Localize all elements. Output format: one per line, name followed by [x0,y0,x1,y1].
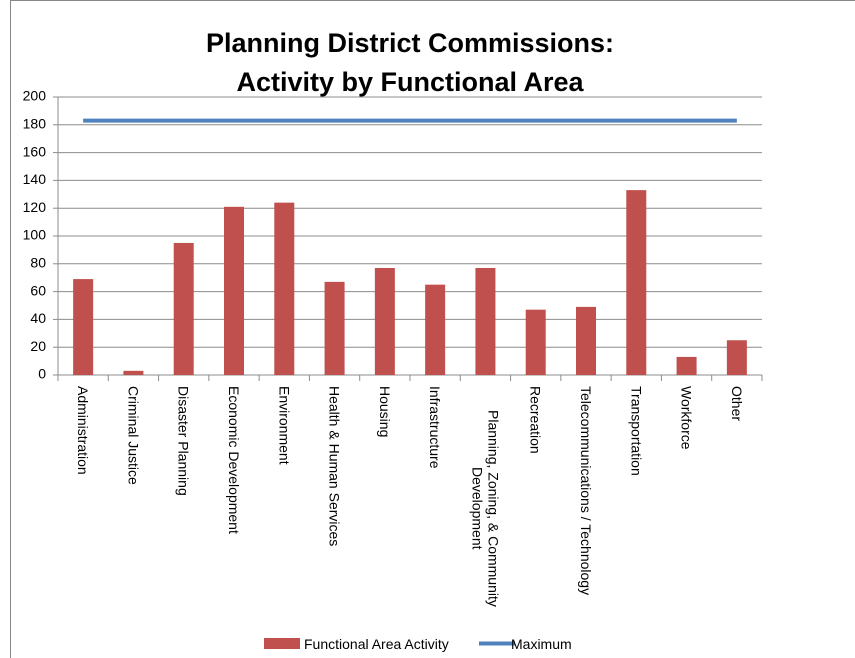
x-tick-label: Transportation [628,386,645,476]
y-tick-label: 200 [23,88,47,104]
bar [224,206,244,375]
bar [726,340,747,375]
bar [73,279,94,375]
bar [274,202,295,375]
bar [425,284,446,375]
y-tick-label: 160 [23,143,47,159]
bar [475,267,496,375]
legend-label: Maximum [511,636,572,652]
x-tick-label: Other [728,386,745,422]
bar [324,281,345,375]
bar [626,190,647,375]
y-tick-label: 20 [30,338,46,354]
bar [374,267,395,375]
x-tick-label: Environment [276,386,293,465]
bar [576,306,596,375]
x-tick-label: Recreation [527,386,544,454]
bar [173,242,194,375]
x-tick-label: Workforce [678,386,695,450]
y-tick-label: 140 [23,171,47,187]
bar [676,356,697,375]
y-tick-label: 80 [30,255,46,271]
x-tick-label: Planning, Zoning, & Community Developmen… [469,410,502,607]
x-tick-label: Administration [75,386,92,475]
legend-label: Functional Area Activity [304,636,449,652]
y-tick-label: 60 [30,282,46,298]
bar [123,370,144,375]
x-tick-label: Housing [376,386,393,438]
x-tick-label: Infrastructure [427,386,444,469]
y-tick-label: 120 [23,199,47,215]
x-tick-label: Economic Development [226,386,242,534]
x-tick-label: Disaster Planning [175,386,192,496]
x-tick-label: Health & Human Services [326,386,343,547]
bar [525,309,546,375]
y-tick-label: 40 [30,310,46,326]
chart-border [10,0,855,658]
y-tick-label: 180 [23,116,47,132]
x-tick-label: Telecommunications / Technology [578,386,594,596]
chart-title: Planning District Commissions: Activity … [205,28,615,97]
legend-swatch [264,638,300,649]
y-tick-label: 0 [38,366,46,382]
y-tick-label: 100 [23,227,47,243]
x-tick-label: Criminal Justice [125,386,142,485]
